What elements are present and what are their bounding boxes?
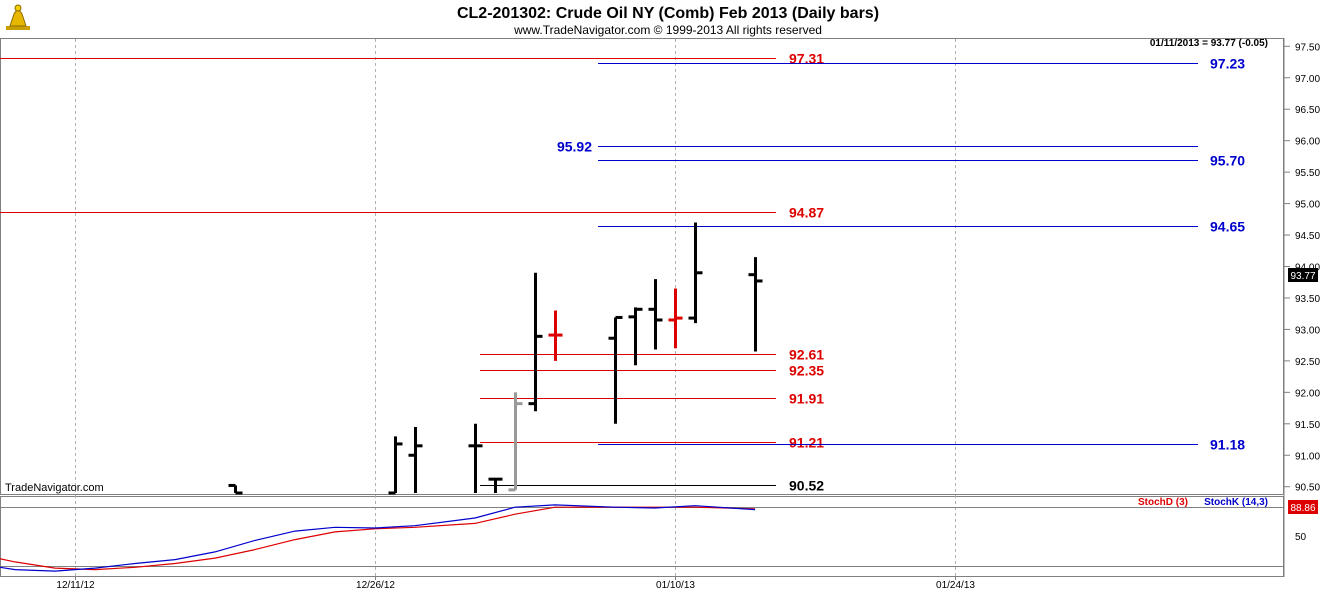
y-tick-label-12: 91.50 — [1295, 420, 1320, 431]
level-label-9: 91.21 — [789, 435, 824, 451]
y-tick-label-9: 93.00 — [1295, 325, 1320, 336]
y-tick-label-4: 95.50 — [1295, 168, 1320, 179]
x-axis: 12/11/12 12/26/12 01/10/13 01/24/13 — [56, 576, 975, 591]
y-tick-label-14: 90.50 — [1295, 483, 1320, 494]
x-tick-label-0: 12/11/12 — [56, 580, 95, 591]
indicator-pane-frame — [0, 496, 1284, 577]
y-tick-label-3: 96.00 — [1295, 137, 1320, 148]
stoch-value-label: 88.86 — [1290, 503, 1315, 514]
stochastic-pane — [0, 504, 1284, 572]
price-pane-frame — [0, 38, 1284, 495]
chart-subtitle: www.TradeNavigator.com © 1999-2013 All r… — [513, 23, 822, 37]
y-tick-label-10: 92.50 — [1295, 357, 1320, 368]
price-levels: 97.31 97.23 95.92 95.70 94.87 94.65 92.6192.35… — [0, 51, 1245, 494]
ohlc-bar-5 — [508, 392, 523, 492]
ohlc-bar-7 — [548, 310, 563, 361]
stochk-line — [0, 504, 756, 572]
level-label-10: 91.18 — [1210, 437, 1245, 453]
ohlc-bar-13 — [748, 257, 763, 352]
legend-stochk: StochK (14,3) — [1204, 497, 1268, 508]
ohlc-bar-3 — [468, 423, 483, 493]
x-tick-label-2: 01/10/13 — [656, 580, 695, 591]
y-tick-label-11: 92.00 — [1295, 388, 1320, 399]
chart-title: CL2-201302: Crude Oil NY (Comb) Feb 2013… — [457, 5, 879, 22]
ohlc-bar-6 — [528, 272, 543, 412]
stoch-value-badge — [1288, 500, 1318, 514]
watermark: TradeNavigator.com — [5, 482, 104, 494]
level-label-6: 92.61 — [789, 347, 824, 363]
ohlc-bar-2 — [408, 426, 423, 493]
ohlc-bar-9 — [628, 307, 643, 366]
ohlc-bar-12 — [688, 222, 703, 324]
level-label-3: 95.70 — [1210, 153, 1245, 169]
y-tick-label-1: 97.00 — [1295, 74, 1320, 85]
level-label-4: 94.87 — [789, 205, 824, 221]
y-tick-label-0: 97.50 — [1295, 42, 1320, 53]
ohlc-bar-4 — [488, 477, 503, 493]
level-label-1: 97.23 — [1210, 56, 1245, 72]
level-label-8: 91.91 — [789, 391, 824, 407]
trophy-icon[interactable] — [6, 4, 30, 30]
y-tick-label-8: 93.50 — [1295, 294, 1320, 305]
level-label-0: 97.31 — [789, 51, 824, 67]
last-price-badge — [1288, 268, 1318, 282]
ohlc-bar-8 — [608, 315, 623, 424]
price-readout: 01/11/2013 = 93.77 (-0.05) — [1150, 38, 1268, 49]
last-price-label: 93.77 — [1290, 271, 1315, 282]
vertical-gridlines — [75, 39, 956, 576]
ohlc-bar-10 — [648, 279, 663, 350]
y-tick-label-13: 91.00 — [1295, 451, 1320, 462]
ohlc-bar-11 — [668, 288, 683, 349]
y-tick-label-2: 96.50 — [1295, 105, 1320, 116]
level-label-5: 94.65 — [1210, 219, 1245, 235]
level-label-2: 95.92 — [557, 139, 592, 155]
price-bars — [228, 222, 763, 495]
legend-stochd: StochD (3) — [1138, 497, 1188, 508]
x-tick-label-3: 01/24/13 — [936, 580, 975, 591]
level-label-7: 92.35 — [789, 363, 824, 379]
y-tick-label-5: 95.00 — [1295, 200, 1320, 211]
stochd-line — [0, 506, 756, 571]
ohlc-bar-0 — [228, 483, 243, 495]
y-tick-label-6: 94.50 — [1295, 231, 1320, 242]
level-label-11: 90.52 — [789, 478, 824, 494]
ohlc-bar-1 — [388, 436, 403, 495]
x-tick-label-1: 12/26/12 — [356, 580, 395, 591]
stoch-tick-50: 50 — [1295, 532, 1307, 543]
